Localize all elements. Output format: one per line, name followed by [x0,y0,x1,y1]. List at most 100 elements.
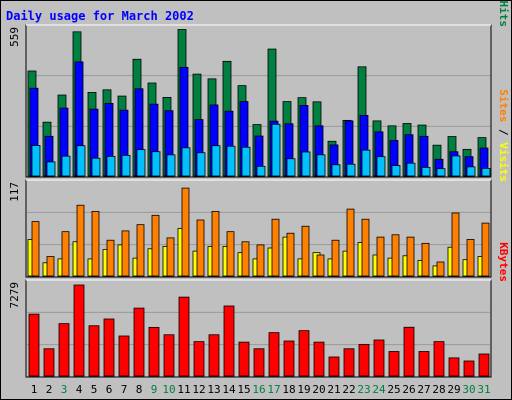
bar-pages-day-25 [391,165,401,177]
x-tick-label: 17 [267,383,280,396]
x-tick-label: 7 [121,383,128,396]
bar-kbytes-day-18 [283,340,295,377]
x-tick-label: 8 [136,383,143,396]
legend-entry: / [497,122,510,142]
bar-sites-day-12 [196,219,205,277]
bar-pages-day-15 [241,146,251,177]
bar-sites-day-16 [256,244,265,277]
bar-kbytes-day-21 [328,356,340,377]
bar-kbytes-day-11 [178,296,190,377]
bar-sites-day-7 [121,230,130,277]
bar-pages-day-30 [466,166,476,177]
bar-kbytes-day-16 [253,348,265,377]
bar-pages-day-5 [91,157,101,177]
bar-kbytes-day-23 [358,343,370,377]
x-tick-label: 31 [477,383,490,396]
x-tick-label: 18 [282,383,295,396]
bar-pages-day-22 [346,163,356,177]
bar-pages-day-21 [331,164,341,177]
bar-kbytes-day-17 [268,332,280,377]
x-tick-label: 14 [222,383,236,396]
bar-pages-day-6 [106,156,116,177]
x-tick-label: 28 [432,383,445,396]
series-sites [31,187,490,277]
x-tick-label: 22 [342,383,355,396]
series-kbytes [28,284,490,377]
panel-hits-files-pages: 559 Pages / Files / Hits [8,0,510,178]
bar-sites-day-5 [91,211,100,277]
bar-kbytes-day-26 [403,326,415,377]
bar-pages-day-13 [211,145,221,177]
x-tick-label: 11 [177,383,190,396]
legend-entry: KBytes [497,242,510,282]
bar-pages-day-10 [166,154,176,177]
bar-kbytes-day-7 [118,335,130,377]
x-tick-label: 16 [252,383,265,396]
bar-pages-day-11 [181,147,191,177]
panel-kbytes: 7279 KBytes [8,242,510,378]
legend-entry: Visits [497,142,510,182]
x-tick-label: 20 [312,383,325,396]
bar-pages-day-2 [46,161,56,177]
x-tick-label: 12 [192,383,205,396]
bar-sites-day-30 [466,239,475,277]
bar-kbytes-day-30 [463,360,475,377]
x-tick-label: 15 [237,383,250,396]
bar-kbytes-day-28 [433,341,445,377]
bar-kbytes-day-15 [238,341,250,377]
bar-pages-day-18 [286,158,296,177]
bar-pages-day-17 [271,123,281,177]
bar-kbytes-day-14 [223,305,235,377]
bar-sites-day-17 [271,218,280,277]
bar-sites-day-28 [436,261,445,277]
bar-sites-day-14 [226,231,235,277]
y-max-label: 559 [8,27,21,47]
bar-pages-day-27 [421,166,431,177]
x-tick-label: 3 [61,383,68,396]
bar-sites-day-10 [166,237,175,277]
bar-kbytes-day-19 [298,330,310,377]
bar-kbytes-day-27 [418,351,430,377]
x-tick-label: 1 [31,383,38,396]
bar-kbytes-day-13 [208,334,220,377]
bar-pages-day-28 [436,168,446,177]
bar-pages-day-26 [406,162,416,177]
bar-pages-day-1 [31,145,41,177]
x-tick-label: 29 [447,383,460,396]
bar-sites-day-4 [76,204,85,277]
legend: KBytes [497,242,510,282]
bar-sites-day-11 [181,187,190,277]
bar-pages-day-14 [226,145,236,177]
bar-pages-day-9 [151,151,161,177]
x-tick-label: 23 [357,383,370,396]
bar-kbytes-day-9 [148,326,160,377]
bar-pages-day-3 [61,155,71,177]
chart-title: Daily usage for March 2002 [6,9,194,23]
bar-sites-day-23 [361,218,370,277]
bar-pages-day-29 [451,155,461,177]
bar-kbytes-day-2 [43,348,55,377]
series-files [29,61,489,177]
bar-kbytes-day-10 [163,334,175,377]
x-tick-label: 4 [76,383,83,396]
x-tick-label: 27 [417,383,430,396]
bar-sites-day-21 [331,239,340,277]
bar-sites-day-25 [391,234,400,277]
x-tick-label: 13 [207,383,220,396]
bar-sites-day-29 [451,212,460,277]
bar-kbytes-day-8 [133,307,145,377]
bar-kbytes-day-31 [478,353,490,377]
panel-visits-sites: 117 Sites / Visits [8,89,510,278]
bar-kbytes-day-24 [373,339,385,377]
x-axis-day-labels: 1 2 3 4 5 6 7 8 9 10 11 12 13 14 15 16 17 18 19 20 21 22 23 24 2… [31,383,491,396]
bar-kbytes-day-12 [193,341,205,377]
bar-sites-day-2 [46,256,55,277]
legend-entry: Hits [497,1,510,28]
series-pages [31,123,491,177]
bar-sites-day-31 [481,222,490,277]
bar-sites-day-13 [211,211,220,277]
bar-sites-day-19 [301,225,310,277]
bar-sites-day-3 [61,231,70,277]
bar-kbytes-day-29 [448,357,460,377]
